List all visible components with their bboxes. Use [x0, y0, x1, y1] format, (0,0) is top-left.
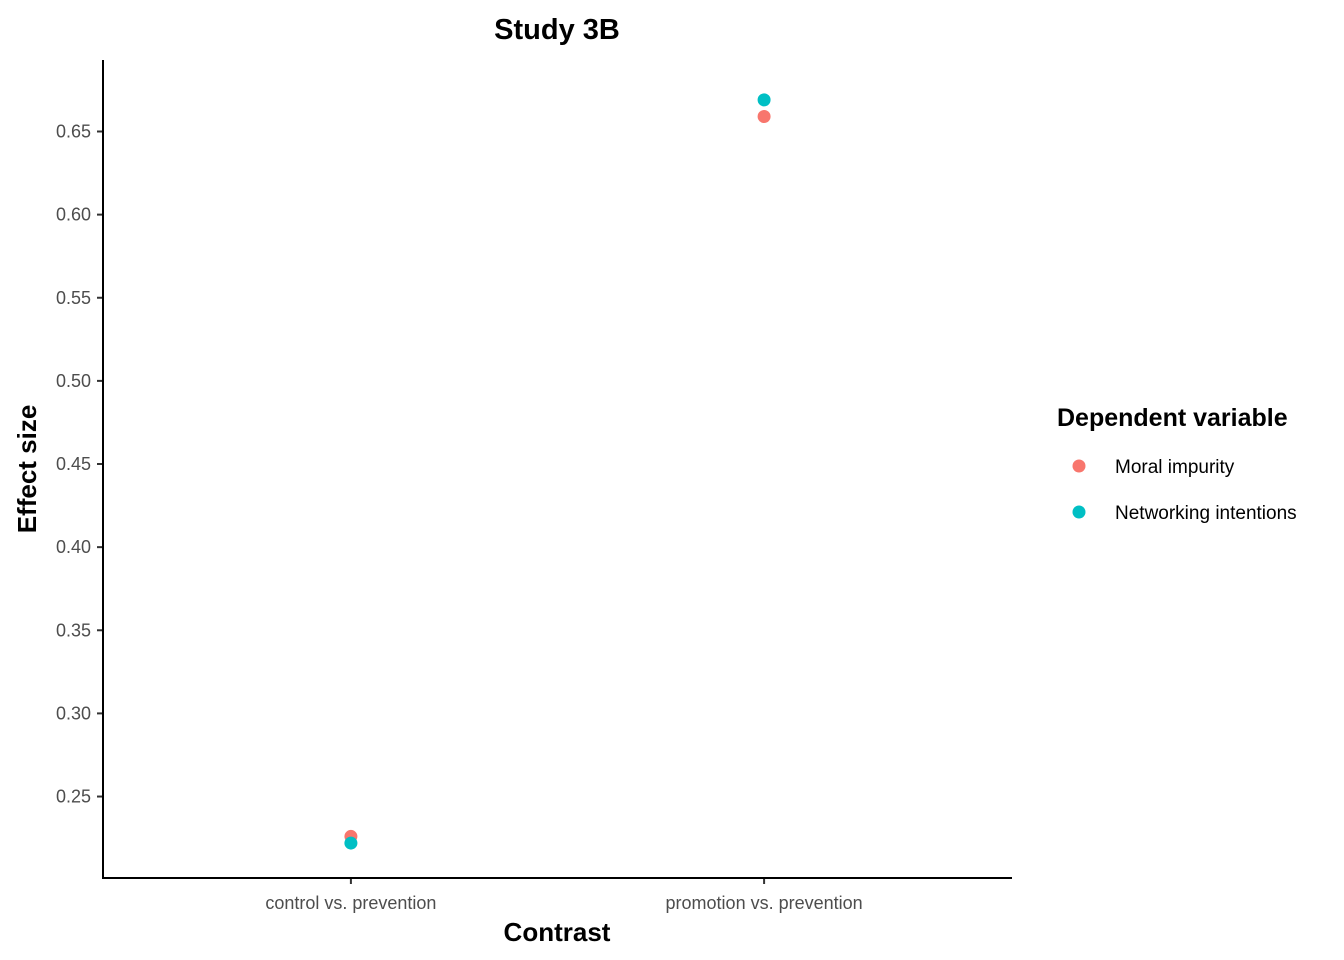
data-point: [757, 93, 771, 107]
data-points: [344, 93, 771, 850]
x-tick-label: promotion vs. prevention: [666, 893, 863, 913]
data-point: [344, 836, 358, 850]
y-tick-label: 0.55: [56, 288, 91, 308]
y-axis-ticks: 0.25 0.30 0.35 0.40 0.45 0.50 0.55 0.60 0.65: [56, 121, 103, 807]
y-tick-label: 0.40: [56, 537, 91, 557]
legend-key: [1072, 459, 1086, 473]
x-tick-label: control vs. prevention: [265, 893, 436, 913]
legend-label: Networking intentions: [1115, 503, 1297, 524]
legend-items: Moral impurity Networking intentions: [1072, 457, 1297, 524]
legend-key: [1072, 505, 1086, 519]
y-tick-label: 0.65: [56, 121, 91, 141]
legend-label: Moral impurity: [1115, 457, 1235, 478]
legend: Dependent variable Moral impurity Network…: [1057, 404, 1297, 524]
y-tick-label: 0.35: [56, 620, 91, 640]
y-axis-title: Effect size: [12, 405, 42, 534]
y-tick-label: 0.25: [56, 787, 91, 807]
chart-title: Study 3B: [494, 14, 620, 46]
y-tick-label: 0.45: [56, 454, 91, 474]
x-axis-title: Contrast: [504, 917, 611, 947]
y-tick-label: 0.60: [56, 205, 91, 225]
legend-title: Dependent variable: [1057, 404, 1288, 432]
y-tick-label: 0.50: [56, 371, 91, 391]
y-tick-label: 0.30: [56, 703, 91, 723]
data-point: [757, 110, 771, 124]
x-axis-ticks: control vs. prevention promotion vs. prev…: [265, 878, 863, 913]
